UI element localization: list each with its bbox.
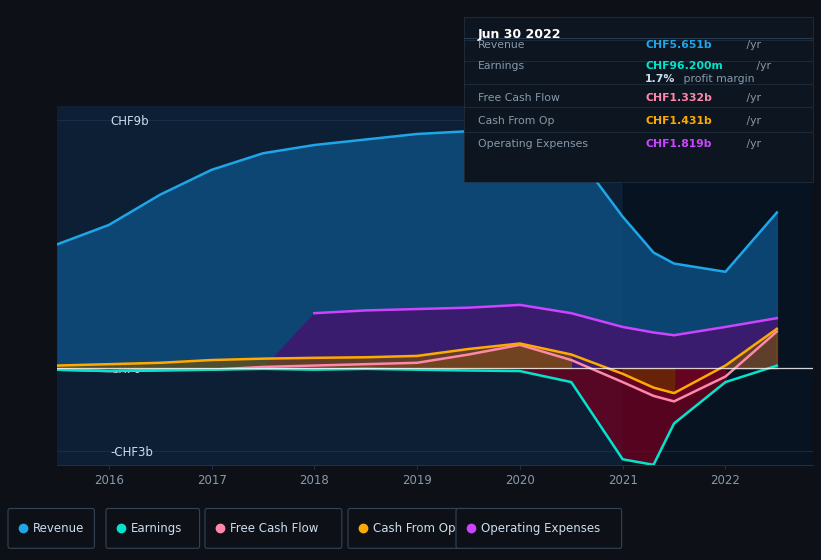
Text: Free Cash Flow: Free Cash Flow [478,93,560,102]
Text: Operating Expenses: Operating Expenses [481,522,600,535]
Text: Jun 30 2022: Jun 30 2022 [478,29,562,41]
Text: CHF96.200m: CHF96.200m [645,61,723,71]
Text: /yr: /yr [754,61,772,71]
Text: profit margin: profit margin [680,74,754,83]
Text: CHF1.431b: CHF1.431b [645,116,712,126]
Text: Revenue: Revenue [33,522,85,535]
Text: Operating Expenses: Operating Expenses [478,139,588,149]
Text: 1.7%: 1.7% [645,74,676,83]
FancyBboxPatch shape [456,508,621,548]
Bar [622,106,813,465]
Text: /yr: /yr [743,116,761,126]
Text: Revenue: Revenue [478,40,525,50]
Text: /yr: /yr [743,139,761,149]
FancyBboxPatch shape [348,508,470,548]
Text: /yr: /yr [743,93,761,102]
FancyBboxPatch shape [106,508,200,548]
FancyBboxPatch shape [205,508,342,548]
Text: Cash From Op: Cash From Op [373,522,456,535]
FancyBboxPatch shape [8,508,94,548]
Text: /yr: /yr [743,40,761,50]
Text: Earnings: Earnings [478,61,525,71]
Text: Cash From Op: Cash From Op [478,116,554,126]
Text: Earnings: Earnings [131,522,182,535]
Text: CHF5.651b: CHF5.651b [645,40,712,50]
Text: CHF1.819b: CHF1.819b [645,139,712,149]
Text: Free Cash Flow: Free Cash Flow [230,522,319,535]
Text: CHF1.332b: CHF1.332b [645,93,712,102]
